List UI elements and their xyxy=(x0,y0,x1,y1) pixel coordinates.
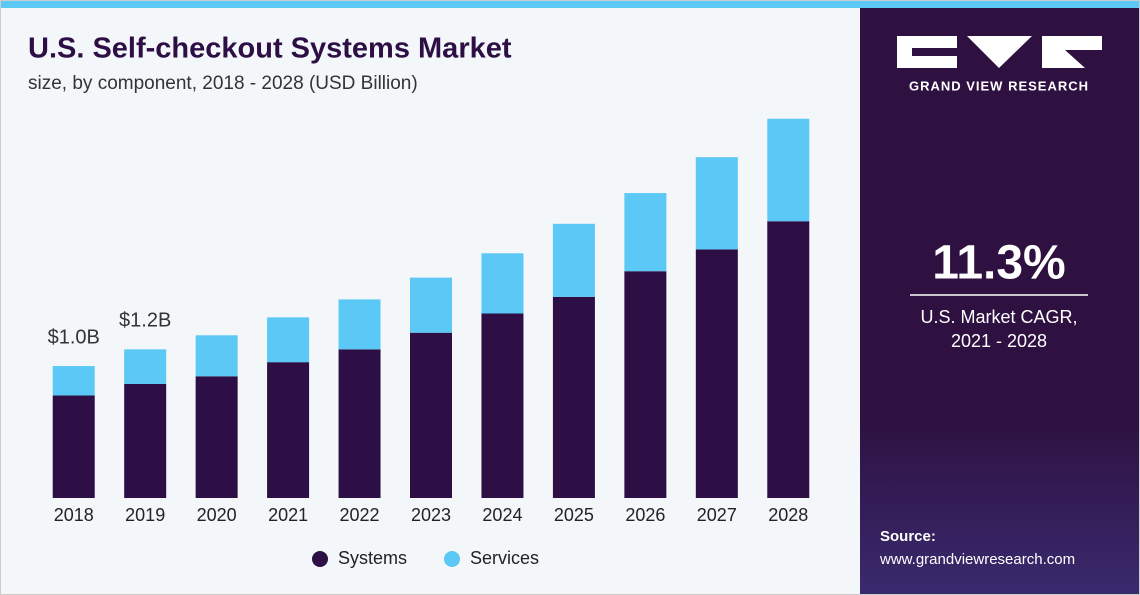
bar-segment xyxy=(124,383,167,498)
bar-segment xyxy=(124,349,167,384)
chart-subtitle: size, by component, 2018 - 2028 (USD Bil… xyxy=(28,73,418,94)
cagr-label: U.S. Market CAGR, xyxy=(920,307,1077,327)
bar-segment xyxy=(552,296,595,498)
bar-segment xyxy=(695,157,738,250)
side-panel xyxy=(860,8,1140,595)
bar-segment xyxy=(267,362,310,498)
legend-label: Systems xyxy=(338,548,407,568)
top-stripe xyxy=(0,0,1140,8)
bar-segment xyxy=(52,366,95,396)
x-tick-label: 2025 xyxy=(554,505,594,525)
bar-segment xyxy=(52,395,95,498)
x-tick-label: 2022 xyxy=(340,505,380,525)
x-tick-label: 2026 xyxy=(625,505,665,525)
x-tick-label: 2027 xyxy=(697,505,737,525)
x-tick-label: 2024 xyxy=(482,505,522,525)
bar-segment xyxy=(195,376,238,498)
bar-segment xyxy=(410,277,452,333)
bar-segment xyxy=(410,332,452,498)
x-tick-label: 2023 xyxy=(411,505,451,525)
chart-title: U.S. Self-checkout Systems Market xyxy=(28,33,512,65)
bar-segment xyxy=(767,118,810,222)
brand: GRAND VIEW RESEARCH xyxy=(909,78,1089,93)
total-label: $1.0B xyxy=(48,326,100,348)
source-url: www.grandviewresearch.com xyxy=(879,551,1075,568)
x-tick-label: 2021 xyxy=(268,505,308,525)
cagr-value: 11.3% xyxy=(932,237,1065,290)
cagr-label: 2021 - 2028 xyxy=(951,331,1047,351)
bar-segment xyxy=(338,299,381,350)
bar-segment xyxy=(624,193,667,272)
bar-segment xyxy=(481,253,524,314)
x-tick-label: 2018 xyxy=(54,505,94,525)
bar-segment xyxy=(695,249,738,498)
legend-marker xyxy=(444,551,460,567)
bar-segment xyxy=(552,223,595,297)
legend-label: Services xyxy=(470,548,539,568)
bar-segment xyxy=(338,349,381,498)
total-label: $1.2B xyxy=(119,310,171,332)
x-tick-label: 2020 xyxy=(197,505,237,525)
bar-segment xyxy=(767,221,810,498)
legend-marker xyxy=(312,551,328,567)
bar-segment xyxy=(481,313,524,498)
source-label: Source: xyxy=(880,528,936,545)
bar-segment xyxy=(267,317,310,363)
x-tick-label: 2028 xyxy=(768,505,808,525)
bar-segment xyxy=(195,335,238,377)
bar-segment xyxy=(624,271,667,498)
x-tick-label: 2019 xyxy=(125,505,165,525)
logo xyxy=(897,36,1102,68)
